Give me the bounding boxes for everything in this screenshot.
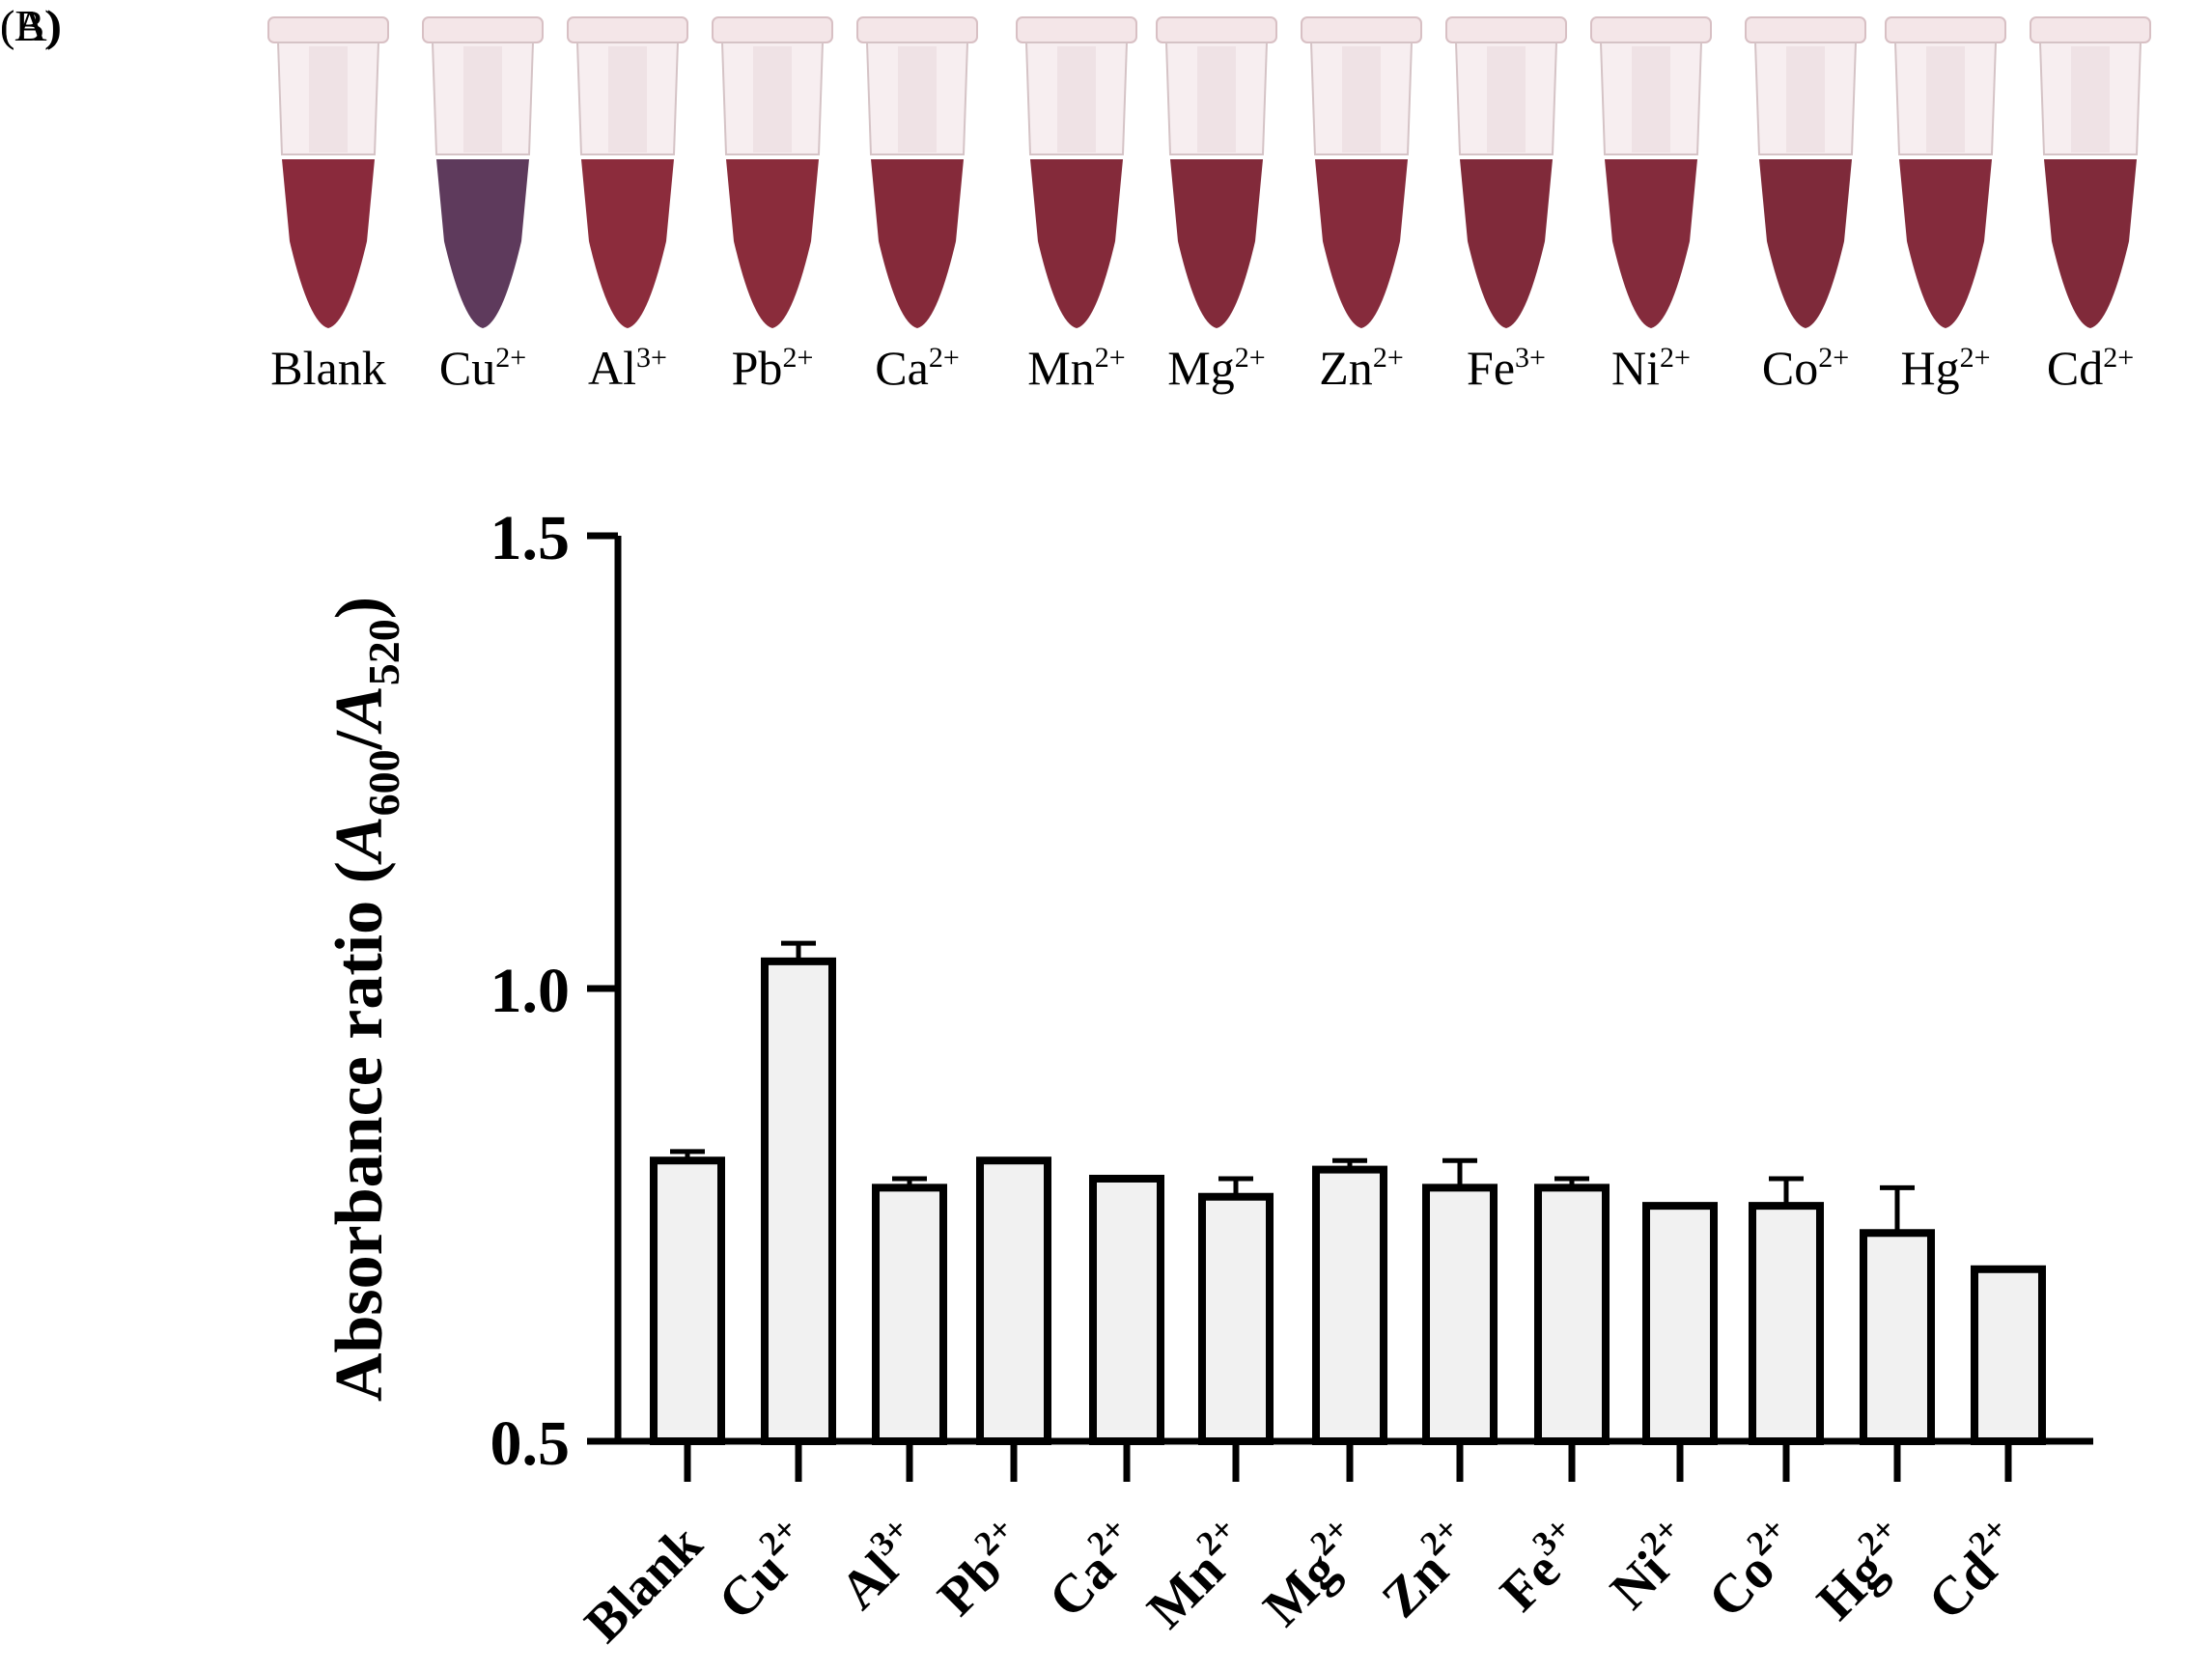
tube-liquid	[282, 159, 375, 328]
y-tick-label: 1.5	[490, 503, 571, 573]
tube-8: Zn2+	[1301, 16, 1422, 395]
tube-6: Mn2+	[1016, 16, 1137, 395]
x-tick-label: Zn2+	[1366, 1509, 1486, 1629]
tube-13: Cd2+	[2030, 16, 2151, 395]
tube-9: Fe3+	[1445, 16, 1567, 395]
x-tick-label: Co2+	[1693, 1509, 1812, 1629]
tube-liquid	[581, 159, 674, 328]
tube-photo-row: Blank Cu2+ Al3+ Pb2+ Ca2+ Mn2+ Mg2+ Zn2+ Fe3+ Ni2…	[267, 16, 2151, 395]
tube-label: Zn2+	[1319, 341, 1403, 395]
tube-liquid	[1460, 159, 1553, 328]
tube-label: Ca2+	[875, 341, 959, 395]
x-tick-label: Ni2+	[1595, 1509, 1707, 1621]
tube-liquid	[726, 159, 819, 328]
tube-inner-tab	[1926, 46, 1965, 153]
tube-label: Cd2+	[2047, 341, 2134, 395]
tube-2: Cu2+	[422, 16, 544, 395]
tube-label: Ni2+	[1611, 341, 1691, 395]
tube-liquid	[2044, 159, 2137, 328]
tube-11: Co2+	[1745, 16, 1866, 395]
tube-7: Mg2+	[1156, 16, 1277, 395]
tube-inner-tab	[463, 46, 502, 153]
bar	[1198, 1192, 1274, 1445]
bar	[1422, 1184, 1498, 1445]
y-tick-label: 1.0	[490, 956, 571, 1026]
panel-label-b: (B)	[0, 1, 60, 50]
bar	[1971, 1265, 2046, 1446]
x-tick-label: Ca2+	[1033, 1509, 1153, 1629]
tube-inner-tab	[1632, 46, 1670, 153]
x-tick-label: Hg2+	[1802, 1509, 1924, 1631]
bar	[1312, 1165, 1387, 1445]
bar	[976, 1156, 1051, 1445]
tube-liquid	[871, 159, 964, 328]
tube-inner-tab	[1487, 46, 1526, 153]
tube-inner-tab	[1197, 46, 1236, 153]
bar	[872, 1184, 947, 1445]
tube-label: Cu2+	[439, 341, 526, 395]
tube-inner-tab	[1342, 46, 1381, 153]
x-tick-label: Mg2+	[1247, 1509, 1376, 1637]
tube-inner-tab	[1057, 46, 1096, 153]
tube-liquid	[1315, 159, 1408, 328]
tube-1: Blank	[267, 16, 389, 395]
y-axis-label: Absorbance ratio (A600/A520)	[322, 597, 408, 1402]
x-tick-label: Al3+	[825, 1509, 937, 1621]
tube-12: Hg2+	[1885, 16, 2006, 395]
tube-label: Hg2+	[1900, 341, 1990, 395]
tube-label: Mg2+	[1167, 341, 1265, 395]
tube-liquid	[1605, 159, 1697, 328]
tube-3: Al3+	[567, 16, 688, 395]
tube-inner-tab	[608, 46, 647, 153]
tube-liquid	[1899, 159, 1992, 328]
tube-label: Mn2+	[1027, 341, 1125, 395]
panel-label-a: (A)	[0, 1, 62, 50]
tube-inner-tab	[898, 46, 937, 153]
tube-liquid	[1170, 159, 1263, 328]
tube-inner-tab	[309, 46, 348, 153]
tube-4: Pb2+	[712, 16, 833, 395]
y-tick-label: 0.5	[490, 1408, 571, 1479]
tube-liquid	[1759, 159, 1852, 328]
x-tick-label: Cd2+	[1913, 1509, 2035, 1631]
tube-label: Co2+	[1762, 341, 1849, 395]
tube-label: Blank	[270, 341, 385, 395]
x-tick-label: Blank	[574, 1514, 714, 1655]
tube-liquid	[436, 159, 529, 328]
bar	[650, 1156, 725, 1445]
bar	[1860, 1229, 1935, 1446]
tube-inner-tab	[2071, 46, 2110, 153]
bar	[1534, 1184, 1610, 1445]
bar	[761, 957, 836, 1445]
tube-5: Ca2+	[856, 16, 978, 395]
tube-label: Pb2+	[732, 341, 814, 395]
x-tick-label: Cu2+	[703, 1509, 826, 1631]
tube-10: Ni2+	[1590, 16, 1712, 395]
tube-inner-tab	[753, 46, 792, 153]
tube-inner-tab	[1786, 46, 1825, 153]
bar	[1089, 1174, 1164, 1445]
x-tick-label: Pb2+	[922, 1509, 1040, 1627]
tube-label: Fe3+	[1467, 341, 1546, 395]
tube-label: Al3+	[588, 341, 667, 395]
bar	[1749, 1202, 1824, 1445]
tube-liquid	[1030, 159, 1123, 328]
bar	[1642, 1202, 1718, 1445]
x-tick-label: Mn2+	[1132, 1509, 1262, 1639]
x-tick-label: Fe3+	[1484, 1509, 1598, 1623]
